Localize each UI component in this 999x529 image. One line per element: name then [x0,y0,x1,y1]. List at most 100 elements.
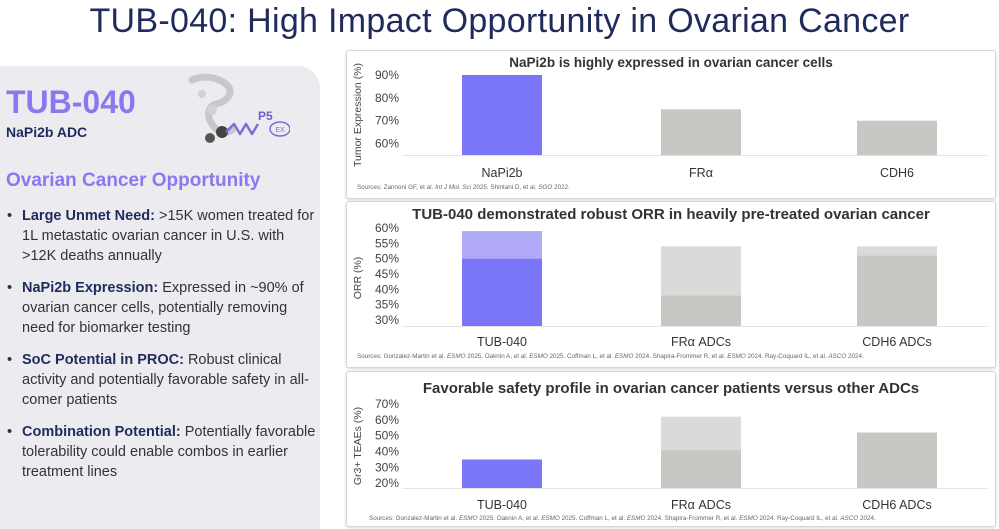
bullet-head: SoC Potential in PROC: [22,352,184,368]
source-fragment: ESMO [614,353,634,360]
orr-chart: 30%35% 40%45%50% 55%60% ORR (%) TUB-040 FRα A… [352,221,987,349]
chart-source: Sources: Zannoni GF, et al. Int J Mol. S… [357,184,570,191]
y-tick-label: 90% [375,68,399,82]
y-tick-label: 40% [375,445,399,459]
bullet-text: Potentially favorable tolerability could… [22,424,316,480]
y-tick-label: 50% [375,252,399,266]
source-fragment: ESMO [458,515,478,522]
bar-range [661,416,741,450]
y-tick-label: 40% [375,282,399,296]
bar [857,255,937,326]
x-category-label: FRα [689,166,713,180]
source-fragment: ASCO [828,353,847,360]
y-tick-label: 70% [375,397,399,411]
x-category-label: CDH6 [880,166,914,180]
chart-title: Favorable safety profile in ovarian canc… [422,380,920,397]
bullet-item: Combination Potential: Potentially favor… [6,422,316,482]
y-tick-label: 70% [375,114,399,128]
expression-chart: 60% 70% 80% 90% Tumor Expression (%) NaPi2b FR… [352,63,987,180]
bullet-text: Expressed in ~90% of ovarian cancer cell… [22,280,304,336]
bar [661,449,741,488]
bullet-head: Combination Potential: [22,424,181,440]
source-fragment: Int J Mol. Sci [435,184,472,191]
y-tick-label: 50% [375,429,399,443]
x-category-label: TUB-040 [477,498,527,512]
brand-name: TUB-040 [6,84,136,120]
safety-chart-panel: Favorable safety profile in ovarian canc… [346,371,996,527]
y-tick-label: 30% [375,460,399,474]
y-tick-label: 60% [375,137,399,151]
chart-source: Sources: Gonzalez-Martin et al. ESMO 202… [369,515,876,522]
y-axis-label: Gr3+ TEAEs (%) [352,407,364,485]
bar-range [462,231,542,259]
brand-subtitle: NaPi2b ADC [6,124,88,140]
x-category-label: FRα ADCs [671,335,731,349]
source-fragment: 2024. Ray-Coquard IL, et al. [757,515,841,522]
bar [661,295,741,326]
bar [857,432,937,488]
source-fragment: ESMO [626,515,646,522]
source-fragment: 2025. Oaknin A, et al. [477,515,542,522]
source-fragment: ESMO [541,515,560,522]
y-tick-label: 60% [375,221,399,235]
bullet-item: SoC Potential in PROC: Robust clinical a… [6,350,316,410]
orr-chart-panel: TUB-040 demonstrated robust ORR in heavi… [346,201,996,368]
x-category-label: CDH6 ADCs [862,498,931,512]
bullet-text: Robust clinical activity and potentially… [22,352,309,408]
expression-chart-panel: NaPi2b is highly expressed in ovarian ca… [346,50,996,199]
source-fragment: 2025. Coffman L, et al. [559,515,627,522]
slide-title: TUB-040: High Impact Opportunity in Ovar… [89,2,910,40]
bar-range [857,246,937,256]
bullet-head: NaPi2b Expression: [22,280,159,296]
source-fragment: 2025. Oaknin A, et al. [465,353,530,360]
source-fragment: SGO [538,184,553,191]
y-axis-label: ORR (%) [352,257,364,300]
chart-title: NaPi2b is highly expressed in ovarian ca… [509,55,833,70]
source-fragment: ESMO [739,515,758,522]
source-fragment: 2024. Ray-Coquard IL, et al. [745,353,829,360]
source-fragment: ESMO [727,353,746,360]
safety-chart: 20% 30%40% 50% 60% 70% Gr3+ TEAEs (%) TUB-040 F… [352,397,987,512]
x-category-label: FRα ADCs [671,498,731,512]
chart-title: TUB-040 demonstrated robust ORR in heavi… [412,206,930,223]
y-tick-label: 55% [375,236,399,250]
source-fragment: ESMO [446,353,466,360]
bar [857,120,937,155]
bar [462,459,542,488]
bullet-list: Large Unmet Need: >15K women treated for… [6,206,316,494]
y-tick-label: 35% [375,298,399,312]
source-fragment: 2025. Shintani D, et al. [471,184,539,191]
bullet-text: >15K women treated for 1L metastatic ova… [22,208,315,264]
source-fragment: ESMO [529,353,548,360]
bullet-item: Large Unmet Need: >15K women treated for… [6,206,316,266]
source-fragment: 2025. Coffman L, et al. [547,353,615,360]
bar [462,258,542,326]
logo-p5-label: P5 [258,109,273,123]
molecule-logo-icon: P5 EX [188,73,290,143]
source-fragment: Sources: Zannoni GF, et al. [357,184,436,191]
y-tick-label: 60% [375,413,399,427]
y-axis-label: Tumor Expression (%) [352,63,364,167]
logo-ex-label: EX [275,127,285,134]
source-fragment: 2024. [858,515,876,522]
bar [462,75,542,155]
source-fragment: 2024. [846,353,864,360]
bar [661,109,741,155]
x-category-label: CDH6 ADCs [862,335,931,349]
y-tick-label: 45% [375,267,399,281]
y-tick-label: 20% [375,476,399,490]
source-fragment: 2024. Shapira-Frommer R, et al. [645,515,740,522]
source-fragment: 2024. Shapira-Frommer R, et al. [633,353,728,360]
chart-source: Sources: Gonzalez-Martin et al. ESMO 202… [357,353,864,360]
bar-range [661,246,741,296]
bullet-item: NaPi2b Expression: Expressed in ~90% of … [6,278,316,338]
source-fragment: Sources: Gonzalez-Martin et al. [357,353,447,360]
x-category-label: TUB-040 [477,335,527,349]
y-tick-label: 80% [375,91,399,105]
opportunity-title: Ovarian Cancer Opportunity [6,170,261,191]
source-fragment: 2022. [552,184,570,191]
source-fragment: ASCO [840,515,859,522]
y-tick-label: 30% [375,313,399,327]
bullet-head: Large Unmet Need: [22,208,155,224]
source-fragment: Sources: Gonzalez-Martin et al. [369,515,459,522]
